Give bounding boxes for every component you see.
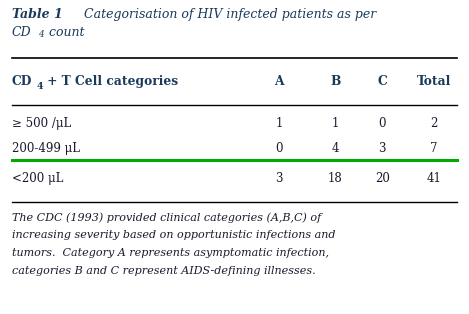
Text: 0: 0 — [275, 142, 283, 155]
Text: 2: 2 — [430, 117, 438, 130]
Text: 0: 0 — [378, 117, 386, 130]
Text: Total: Total — [416, 75, 451, 88]
Text: + T Cell categories: + T Cell categories — [43, 75, 178, 88]
Text: 3: 3 — [378, 142, 386, 155]
Text: CD: CD — [12, 26, 31, 39]
Text: A: A — [274, 75, 284, 88]
Text: C: C — [378, 75, 387, 88]
Text: 4: 4 — [38, 30, 44, 39]
Text: increasing severity based on opportunistic infections and: increasing severity based on opportunist… — [12, 230, 335, 240]
Text: 1: 1 — [332, 117, 339, 130]
Text: 1: 1 — [275, 117, 283, 130]
Text: CD: CD — [12, 75, 32, 88]
Text: count: count — [45, 26, 85, 39]
Text: 3: 3 — [275, 172, 283, 185]
Text: categories B and C represent AIDS-defining illnesses.: categories B and C represent AIDS-defini… — [12, 266, 315, 276]
Text: B: B — [330, 75, 340, 88]
Text: 18: 18 — [328, 172, 343, 185]
Text: 4: 4 — [332, 142, 339, 155]
Text: tumors.  Category A represents asymptomatic infection,: tumors. Category A represents asymptomat… — [12, 248, 329, 258]
Text: ≥ 500 /μL: ≥ 500 /μL — [12, 117, 71, 130]
Text: 41: 41 — [426, 172, 441, 185]
Text: Table 1: Table 1 — [12, 8, 62, 21]
Text: <200 μL: <200 μL — [12, 172, 63, 185]
Text: 7: 7 — [430, 142, 438, 155]
Text: The CDC (1993) provided clinical categories (A,B,C) of: The CDC (1993) provided clinical categor… — [12, 212, 321, 223]
Text: 20: 20 — [375, 172, 390, 185]
Text: 200-499 μL: 200-499 μL — [12, 142, 80, 155]
Text: Categorisation of HIV infected patients as per: Categorisation of HIV infected patients … — [80, 8, 376, 21]
Text: 4: 4 — [37, 82, 43, 91]
